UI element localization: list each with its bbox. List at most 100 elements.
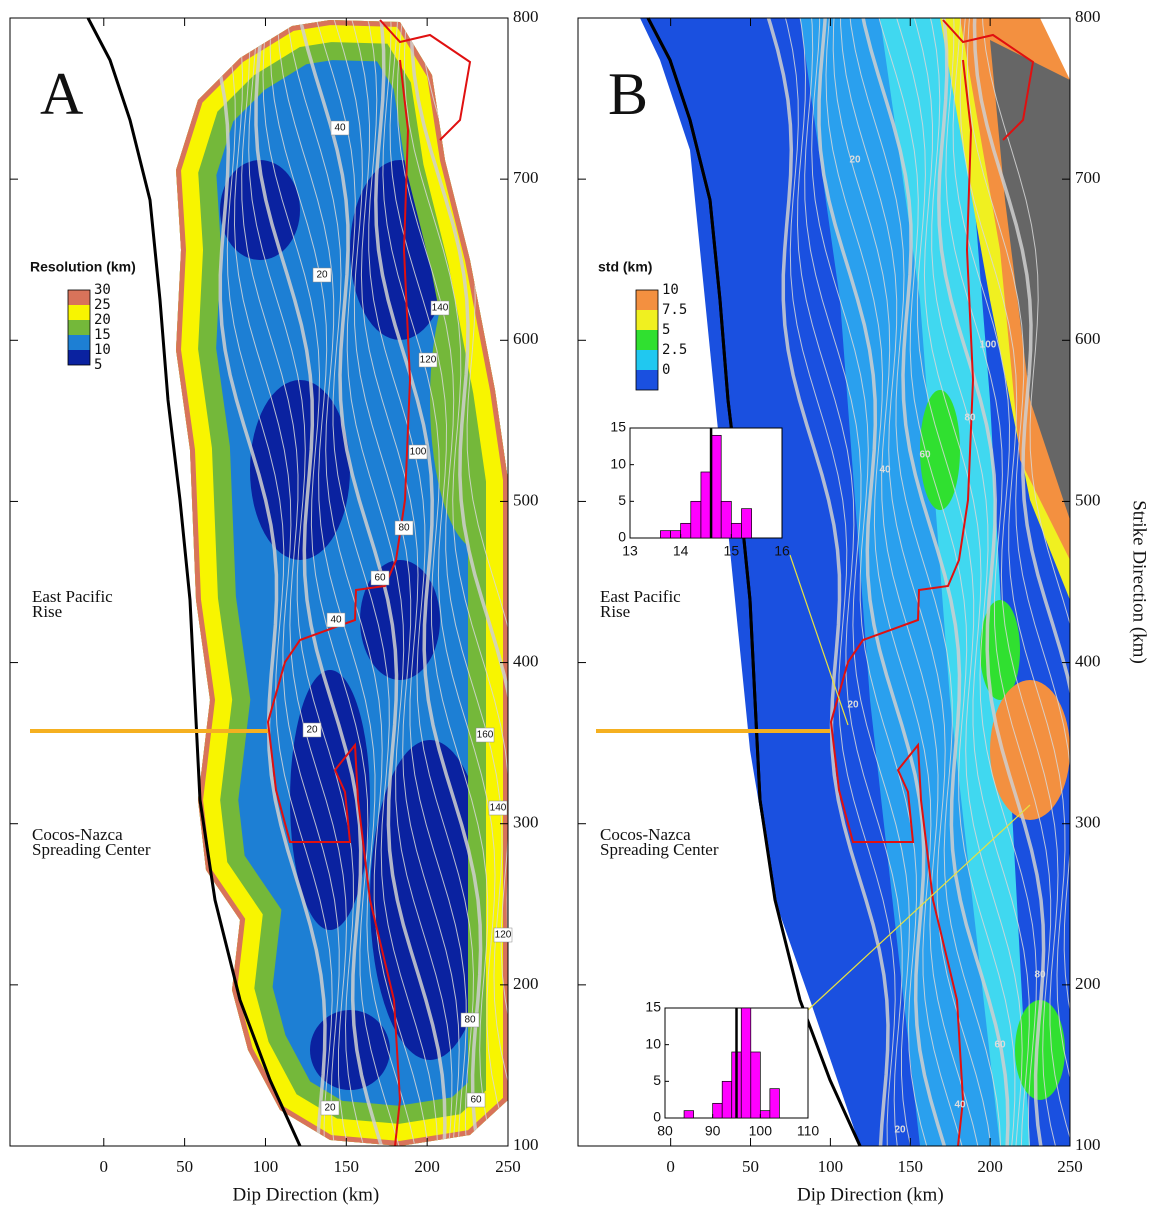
legend-swatch <box>636 290 658 310</box>
contour-label: 80 <box>1034 970 1046 981</box>
y-tick-label: 0 <box>618 529 626 545</box>
y-tick-label: 400 <box>1075 651 1101 670</box>
contour-label-bg <box>326 612 346 628</box>
contour-label: 120 <box>420 355 437 366</box>
contour <box>825 18 964 1146</box>
legend-label: 0 <box>662 362 670 378</box>
y-tick-label: 10 <box>645 1035 661 1051</box>
contour <box>966 18 1070 1146</box>
x-tick-label: 250 <box>1057 1157 1083 1176</box>
contour <box>890 18 1023 1146</box>
legend-label: 10 <box>662 282 679 298</box>
legend-swatch <box>68 320 90 335</box>
y-tick-label: 200 <box>513 974 539 993</box>
contour <box>396 20 508 1146</box>
contour-label: 100 <box>410 447 427 458</box>
legend-label: 10 <box>94 342 111 358</box>
contour-label-bg <box>430 300 450 316</box>
contour <box>908 18 1030 1146</box>
contour-label: 160 <box>477 730 494 741</box>
contour <box>254 20 385 1146</box>
contour-label-bg <box>312 267 332 283</box>
x-tick-label: 100 <box>749 1123 773 1139</box>
contour <box>374 20 483 1146</box>
contour <box>198 20 327 1146</box>
contour <box>217 20 333 1146</box>
place-label: Spreading Center <box>32 840 151 859</box>
contour-label: 20 <box>316 270 328 281</box>
contour <box>981 18 1070 1146</box>
y-tick-label: 400 <box>513 651 539 670</box>
contour <box>382 20 494 1146</box>
contour <box>389 20 508 1146</box>
y-tick-label: 700 <box>1075 168 1101 187</box>
legend-swatch <box>68 335 90 350</box>
contour <box>972 18 1070 1146</box>
legend-title: std (km) <box>598 259 652 275</box>
x-tick-label: 200 <box>977 1157 1003 1176</box>
contour <box>847 18 1002 1146</box>
y-tick-label: 600 <box>1075 329 1101 348</box>
contour <box>817 18 948 1146</box>
panel-label: B <box>608 61 648 127</box>
contour-label: 20 <box>847 700 859 711</box>
map-b <box>596 16 1070 1148</box>
leader-line <box>807 804 1031 1011</box>
contour <box>345 20 467 1146</box>
contour-label-bg <box>488 800 508 816</box>
contour <box>937 18 1046 1146</box>
contour <box>945 18 1057 1146</box>
y-axis-label: Strike Direction (km) <box>1129 500 1150 664</box>
contour <box>925 18 1038 1146</box>
legend-label: 25 <box>94 297 111 313</box>
y-tick-label: 5 <box>618 492 626 508</box>
contour-label: 100 <box>980 340 997 351</box>
bar <box>740 1007 752 1119</box>
bar <box>710 434 722 539</box>
y-tick-label: 15 <box>645 999 661 1015</box>
y-tick-label: 300 <box>513 813 539 832</box>
legend-label: 7.5 <box>662 302 687 318</box>
y-tick-label: 300 <box>1075 813 1101 832</box>
x-tick-label: 200 <box>414 1157 440 1176</box>
contour-label: 20 <box>324 1103 336 1114</box>
x-tick-label: 250 <box>495 1157 521 1176</box>
frame <box>577 17 1071 1147</box>
contour <box>839 18 992 1146</box>
contour-label-bg <box>370 570 390 586</box>
contour-label-bg <box>394 520 414 536</box>
y-tick-label: 100 <box>513 1135 539 1154</box>
legend-label: 5 <box>662 322 670 338</box>
contour-label: 60 <box>374 573 386 584</box>
contour <box>284 20 439 1146</box>
bar <box>712 1102 723 1119</box>
bar <box>750 1051 761 1119</box>
contour <box>811 18 929 1146</box>
panel-label: A <box>40 61 83 127</box>
bar <box>683 1110 694 1119</box>
bar <box>670 530 682 539</box>
legend-swatch <box>68 350 90 365</box>
contour <box>804 18 912 1146</box>
contour <box>241 20 349 1146</box>
contour <box>832 18 980 1146</box>
contour-label: 20 <box>894 1125 906 1136</box>
y-tick-label: 500 <box>513 490 539 509</box>
bar <box>721 1080 733 1119</box>
contour-label: 80 <box>398 523 410 534</box>
contour-label-bg <box>475 727 495 743</box>
contour <box>857 18 1010 1146</box>
place-label: East Pacific <box>600 587 681 606</box>
x-tick-label: 150 <box>898 1157 924 1176</box>
place-label: East Pacific <box>32 587 113 606</box>
contour-label: 140 <box>490 803 507 814</box>
frame <box>9 17 509 1147</box>
contour <box>761 18 890 1146</box>
legend-swatch <box>636 370 658 390</box>
contour-label: 40 <box>879 465 891 476</box>
contour <box>362 20 475 1146</box>
contour-label: 20 <box>306 725 318 736</box>
x-tick-label: 14 <box>673 543 689 559</box>
legend-label: 30 <box>94 282 111 298</box>
